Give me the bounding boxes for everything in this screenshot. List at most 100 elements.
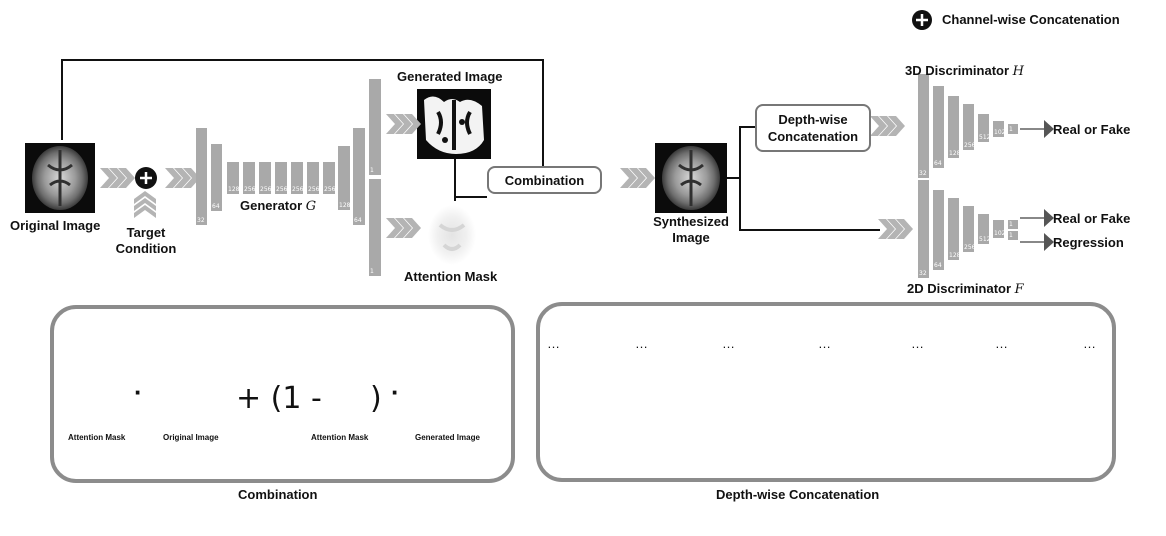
chevron-arrow-icon [386, 114, 403, 134]
disc3d-layer-5: 1024 [993, 121, 1009, 137]
chevron-arrow-icon [896, 219, 913, 239]
generator-layer-7: 256 [307, 162, 319, 194]
combination-box: Combination [487, 166, 602, 194]
generator-layer-11: 1 [369, 79, 381, 175]
chevron-arrow-icon [888, 116, 905, 136]
disc2d-layer-channels: 128 [949, 252, 961, 259]
disc3d-layer-channels: 1 [1009, 126, 1013, 133]
chevron-arrow-icon [174, 168, 191, 188]
generator-layer-0: 32 [196, 128, 207, 225]
combination-panel-title: Combination [238, 487, 318, 502]
regression-label: Regression [1053, 235, 1124, 250]
generator-layer-channels: 256 [276, 186, 288, 193]
real-or-fake-2d-label: Real or Fake [1053, 211, 1131, 226]
chevron-arrow-icon [109, 168, 126, 188]
disc3d-layer-2: 128 [948, 96, 960, 158]
original-image-label: Original Image [10, 218, 101, 233]
generator-layer-12: 1 [369, 179, 381, 276]
original-image [25, 143, 95, 213]
generator-layer-3: 256 [243, 162, 255, 194]
disc3d-layer-channels: 64 [934, 160, 942, 167]
chevron-arrow-icon [395, 218, 412, 238]
generator-symbol: G [305, 199, 317, 214]
generator-layer-8: 256 [323, 162, 335, 194]
generator-layer-9: 128 [338, 146, 350, 210]
disc3d-layer-0: 32 [918, 74, 929, 178]
disc2d-layer-channels: 32 [919, 270, 927, 277]
disc2d-layer-0: 32 [918, 180, 929, 278]
disc2d-layer-5: 1024 [993, 220, 1009, 238]
to-2d-disc-line [739, 178, 880, 231]
synthesized-image-label: Synthesized Image [650, 214, 732, 246]
chevron-arrow-icon [134, 191, 156, 204]
disc3d-text: 3D Discriminator [905, 63, 1010, 78]
disc2d-layer-channels: 256 [964, 244, 976, 251]
generator-layer-channels: 1 [370, 167, 374, 174]
ellipsis-text: … [995, 336, 1008, 351]
chevron-arrow-icon [878, 219, 895, 239]
generator-layer-channels: 256 [308, 186, 320, 193]
chevron-arrow-icon [395, 114, 412, 134]
generator-layer-6: 256 [291, 162, 303, 194]
generator-layer-channels: 128 [339, 202, 351, 209]
chevron-arrow-icon [620, 168, 637, 188]
disc2d-layer-4: 512 [978, 214, 991, 244]
combo-close-paren: ) [370, 381, 382, 416]
disc3d-layer-3: 256 [963, 104, 975, 150]
disc2d-layer-7: 1 [1008, 231, 1018, 240]
generated-image [417, 89, 491, 159]
chevron-arrow-icon [404, 114, 421, 134]
disc2d-label: 2D Discriminator F [907, 281, 1024, 298]
flow-arrows [100, 114, 1054, 251]
output-arrow-head-icon [1044, 120, 1054, 138]
ellipsis-text: … [911, 336, 924, 351]
disc3d-layer-channels: 1024 [994, 129, 1010, 136]
disc3d-layer-1: 64 [933, 86, 944, 168]
depthwise-panel [536, 302, 1116, 482]
combo-plus-open: + (1 - [236, 381, 322, 416]
combo-dot-2: · [391, 377, 400, 407]
chevron-arrow-icon [870, 116, 887, 136]
disc3d-layer-channels: 32 [919, 170, 927, 177]
disc3d-label: 3D Discriminator H [905, 63, 1024, 80]
depthwise-box: Depth-wise Concatenation [755, 104, 871, 152]
chevron-arrow-icon [386, 218, 403, 238]
attention-mask-image [424, 201, 480, 269]
ellipsis-text: … [1083, 336, 1096, 351]
ellipsis-text: … [818, 336, 831, 351]
generator-label: Generator G [240, 198, 316, 215]
chevron-arrow-icon [879, 116, 896, 136]
chevron-arrow-icon [134, 205, 156, 218]
target-condition-label: Target Condition [113, 225, 179, 257]
generator-layer-channels: 1 [370, 268, 374, 275]
generator-text: Generator [240, 198, 303, 213]
generated-image-label: Generated Image [397, 69, 503, 84]
combo-attention-mask-2-label: Attention Mask [311, 433, 369, 442]
depthwise-box-text: Depth-wise Concatenation [767, 112, 859, 144]
chevron-arrow-icon [404, 218, 421, 238]
generator-layer-channels: 64 [354, 217, 362, 224]
chevron-arrow-icon [134, 198, 156, 211]
combo-generated-image-label: Generated Image [415, 433, 480, 442]
disc2d-layer-1: 64 [933, 190, 944, 270]
chevron-arrow-icon [629, 168, 646, 188]
synthesized-image [655, 143, 727, 213]
generator-layer-channels: 256 [244, 186, 256, 193]
disc2d-layer-3: 256 [963, 206, 976, 252]
disc2d-layer-channels: 512 [979, 236, 991, 243]
skip-connection-line [61, 59, 544, 168]
chevron-arrow-icon [165, 168, 182, 188]
to-depthwise-line [727, 126, 756, 179]
generator-layer-2: 128 [227, 162, 239, 194]
disc3d-layer-channels: 512 [979, 134, 991, 141]
combo-dot-1: · [134, 377, 143, 407]
disc3d-layer-4: 512 [978, 114, 991, 142]
legend-circle-plus-icon [912, 10, 932, 30]
chevron-arrow-icon [638, 168, 655, 188]
chevron-arrow-icon [118, 168, 135, 188]
combo-original-image-label: Original Image [163, 433, 219, 442]
generator-layer-10: 64 [353, 128, 365, 225]
ellipsis-text: … [635, 336, 648, 351]
chevron-arrow-icon [887, 219, 904, 239]
